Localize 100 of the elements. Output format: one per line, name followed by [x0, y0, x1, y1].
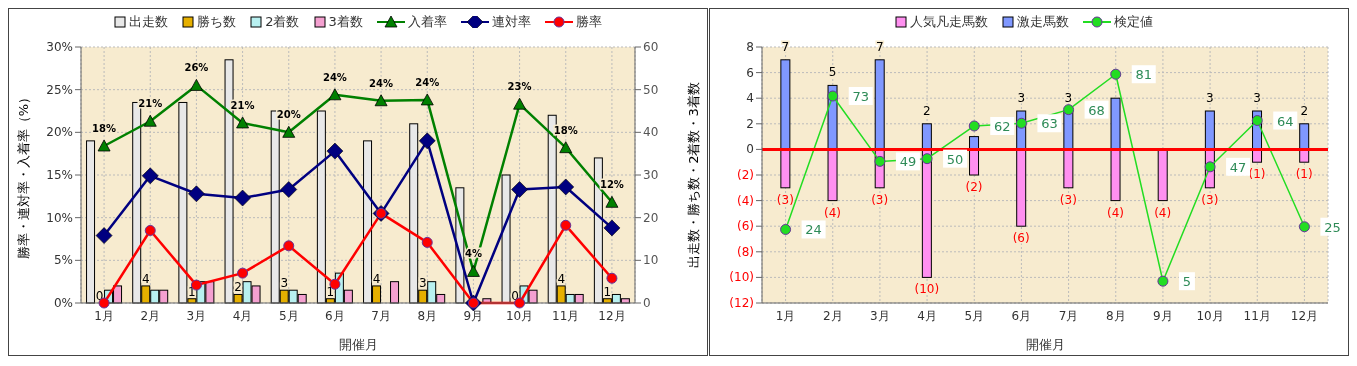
- data-label: 49: [899, 154, 917, 170]
- bar: [921, 148, 932, 278]
- data-label: (10): [914, 282, 940, 297]
- data-label: 3: [1017, 91, 1026, 105]
- y-tick-label: (12): [729, 296, 754, 310]
- y-tick-label: 2: [746, 116, 754, 131]
- point: [144, 224, 156, 236]
- data-label: 3: [280, 276, 289, 291]
- point: [559, 141, 573, 154]
- bar: [827, 148, 838, 202]
- point: [236, 116, 249, 129]
- data-label: 47: [1229, 159, 1247, 175]
- y2-tick-label: 0: [643, 296, 651, 310]
- data-label: (1): [1295, 167, 1313, 182]
- point: [1298, 221, 1310, 233]
- point: [283, 240, 295, 252]
- data-label: 24%: [369, 77, 394, 89]
- legend-label: 2着数: [265, 13, 300, 31]
- legend-label: 3着数: [328, 13, 363, 31]
- y-tick-label: (2): [737, 168, 754, 182]
- point: [280, 181, 298, 198]
- point: [326, 142, 344, 160]
- y2-tick-label: 40: [643, 125, 659, 140]
- y-tick-label: 15%: [46, 168, 73, 182]
- x-tick-label: 4月: [232, 308, 253, 323]
- data-label: 21%: [230, 99, 255, 111]
- point: [557, 178, 575, 196]
- x-tick-label: 2月: [822, 308, 843, 323]
- data-label: (3): [1059, 192, 1077, 207]
- x-tick-label: 10月: [505, 308, 534, 323]
- legend-label: 勝ち数: [197, 13, 237, 31]
- point: [97, 139, 111, 152]
- point: [374, 94, 388, 107]
- data-label: 3: [1253, 91, 1261, 105]
- data-label: (4): [1154, 205, 1172, 220]
- x-tick-label: 7月: [371, 308, 391, 323]
- bar: [1110, 148, 1121, 202]
- data-label: 21%: [138, 98, 163, 110]
- point: [328, 88, 342, 101]
- bar: [1204, 110, 1215, 150]
- x-tick-label: 6月: [325, 308, 345, 323]
- bar: [1299, 123, 1310, 150]
- data-label: 81: [1135, 67, 1153, 83]
- data-label: 3: [418, 276, 427, 291]
- data-label: 24%: [415, 76, 440, 88]
- point: [1015, 117, 1027, 129]
- y-tick-label: 10%: [46, 210, 73, 225]
- point: [921, 153, 933, 165]
- data-label: 24: [805, 222, 822, 238]
- point: [513, 97, 526, 110]
- y-tick-label: 8: [746, 40, 754, 54]
- bar: [1110, 97, 1121, 150]
- data-label: (3): [776, 192, 794, 207]
- point: [605, 195, 619, 208]
- y-tick-label: (10): [729, 270, 754, 285]
- y-tick-label: 0: [746, 142, 754, 157]
- data-label: 1: [188, 284, 196, 299]
- data-label: 7: [875, 39, 884, 54]
- bar: [780, 59, 791, 150]
- point: [141, 167, 159, 185]
- x-tick-label: 12月: [1290, 308, 1319, 323]
- y-tick-label: (8): [737, 244, 754, 259]
- point: [1063, 104, 1075, 116]
- bar: [1063, 148, 1074, 189]
- data-label: (4): [1107, 205, 1125, 220]
- bar: [1016, 148, 1027, 227]
- x-axis-title: 開催月: [1025, 337, 1065, 352]
- x-tick-label: 4月: [917, 308, 937, 323]
- point: [827, 90, 839, 102]
- data-label: 26%: [184, 62, 209, 74]
- bar: [780, 148, 791, 189]
- data-label: 25: [1324, 219, 1341, 235]
- bar: [390, 281, 400, 304]
- data-label: 7: [781, 39, 790, 54]
- data-label: (6): [1012, 231, 1030, 246]
- data-label: 73: [852, 89, 870, 105]
- point: [95, 227, 113, 244]
- data-label: (3): [871, 192, 889, 207]
- point: [188, 185, 205, 203]
- y-tick-label: (6): [737, 219, 754, 234]
- point: [282, 125, 296, 138]
- point: [190, 79, 203, 91]
- bar: [1157, 148, 1168, 202]
- point: [968, 120, 980, 132]
- point: [560, 219, 572, 231]
- data-label: 5: [1182, 274, 1192, 290]
- data-label: 23%: [507, 81, 532, 93]
- y-tick-label: 30%: [46, 40, 73, 54]
- legend-label: 出走数: [129, 13, 169, 31]
- point: [1110, 68, 1122, 80]
- bar: [921, 123, 932, 150]
- y2-tick-label: 20: [643, 210, 659, 225]
- y-tick-label: 5%: [53, 253, 73, 268]
- x-tick-label: 8月: [1105, 308, 1126, 323]
- legend-label: 検定値: [1114, 13, 1153, 31]
- x-tick-label: 9月: [1153, 308, 1173, 323]
- point: [420, 93, 434, 106]
- data-label: 4: [372, 271, 381, 286]
- legend-label: 入着率: [407, 13, 447, 31]
- bar: [874, 59, 885, 150]
